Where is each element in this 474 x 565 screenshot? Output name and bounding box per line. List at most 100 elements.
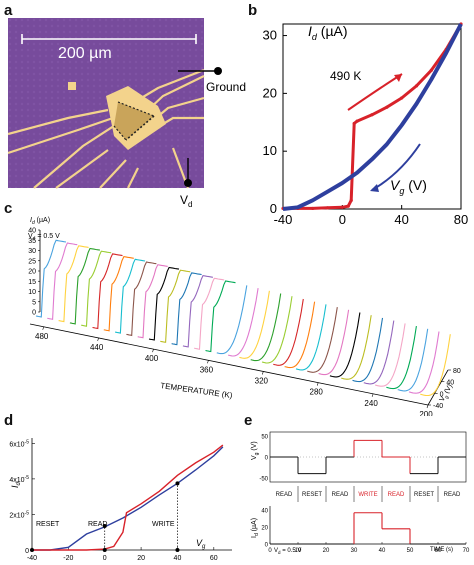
c-y-tick-label: 0 — [32, 310, 36, 317]
c-t-tick — [371, 393, 374, 397]
d-y-tick-label: 4x10-5 — [9, 475, 29, 484]
e-x-tick-label: 0 — [268, 548, 272, 554]
d-series-line-0 — [32, 446, 224, 551]
c-curve — [205, 280, 236, 353]
c-curve — [374, 323, 406, 387]
e-segment-label: READ — [332, 492, 349, 498]
c-curve — [318, 309, 350, 376]
e-x-tick-label: 70 — [463, 548, 470, 554]
b-series-point — [349, 198, 353, 202]
c-y-tick-label: 20 — [28, 269, 36, 276]
e-x-tick-label: 10 — [295, 548, 302, 554]
b-y-tick-label: 10 — [263, 143, 277, 158]
c-curve — [81, 250, 112, 327]
c-curve — [92, 253, 123, 330]
e-x-tick-label: 50 — [407, 548, 414, 554]
c-z-tick-label: -40 — [433, 403, 443, 410]
c-t-tick-label: 440 — [90, 343, 104, 352]
b-series-point — [325, 206, 330, 210]
c-z-tick-label: 40 — [446, 380, 454, 387]
b-y-tick-label: 20 — [263, 85, 277, 100]
b-y-tick-label: 0 — [270, 201, 277, 216]
e-x-label: TIME (s) — [430, 547, 453, 553]
b-series-line-0 — [283, 23, 463, 210]
c-annotation: Vd = 0.5 V — [28, 233, 60, 242]
b-series-point — [414, 84, 419, 88]
b-annotation: 490 K — [330, 69, 361, 83]
e-segment-label: RESET — [414, 492, 434, 498]
e-segment-label: READ — [444, 492, 461, 498]
vd-terminal — [184, 179, 192, 187]
b-series-point — [340, 205, 344, 209]
c-y-tick-label: 35 — [28, 238, 36, 245]
e-annotation: Vd = 0.5 V — [274, 548, 301, 555]
c-curve — [261, 296, 293, 364]
b-series-point — [311, 206, 315, 211]
b-x-tick-label: -40 — [274, 212, 293, 227]
b-series-point — [355, 119, 359, 123]
panel-label-d: d — [4, 412, 14, 429]
c-curve — [58, 245, 89, 323]
d-marker — [30, 548, 34, 552]
d-y-tick-exp: -5 — [25, 510, 30, 516]
panel-label-c: c — [4, 200, 13, 217]
c-curve — [35, 239, 67, 318]
c-curve — [160, 269, 191, 343]
b-x-tick-label: 0 — [339, 212, 346, 227]
c-curve — [250, 293, 282, 362]
c-t-tick — [207, 360, 209, 364]
d-x-tick-label: -20 — [63, 555, 73, 562]
scale-bar-label: 200 µm — [58, 45, 112, 62]
c-curve — [47, 242, 78, 320]
c-y-label: Id (µA) — [30, 217, 50, 226]
e-bottom-y-tick-label: 0 — [265, 543, 269, 549]
c-curve — [284, 301, 316, 369]
e-segment-label: RESET — [302, 492, 322, 498]
e-segment-label: WRITE — [358, 492, 377, 498]
c-t-tick — [97, 337, 99, 342]
d-marker — [175, 548, 180, 552]
c-y-tick-label: 5 — [32, 299, 36, 306]
c-t-tick-label: 320 — [255, 376, 269, 385]
e-segment-label: READ — [388, 492, 405, 498]
b-y-label: Id (µA) — [308, 23, 348, 42]
d-series-line-1 — [32, 444, 224, 551]
c-curve — [103, 255, 134, 332]
e-bottom-y-tick-label: 20 — [261, 526, 268, 532]
c-curve — [307, 307, 338, 373]
b-series-line-1 — [282, 23, 463, 211]
c-curve — [386, 326, 417, 390]
d-reset-label: RESET — [36, 521, 60, 528]
d-x-tick-label: 60 — [210, 555, 218, 562]
c-curve — [397, 328, 429, 392]
c-t-tick-label: 360 — [200, 365, 214, 374]
c-curve — [194, 277, 225, 350]
b-x-label: Vg (V) — [390, 177, 427, 196]
e-top-frame — [269, 431, 467, 483]
c-curve — [363, 320, 395, 385]
c-t-tick — [426, 404, 429, 409]
c-curve — [148, 266, 180, 341]
c-y-tick-label: 40 — [28, 228, 36, 235]
c-curve — [69, 247, 100, 325]
c-curve — [126, 261, 157, 337]
b-series-point — [370, 113, 374, 117]
ground-terminal — [214, 67, 222, 75]
c-t-tick-label: 280 — [310, 388, 324, 397]
c-y-tick-label: 15 — [28, 279, 36, 286]
c-curve — [273, 298, 304, 366]
e-x-tick-label: 20 — [323, 548, 330, 554]
c-curve — [182, 274, 214, 348]
b-series-point — [429, 68, 433, 72]
d-y-tick-label: 2x10-5 — [9, 510, 29, 519]
c-t-tick — [262, 371, 264, 375]
c-curve — [295, 304, 327, 371]
e-bottom-y-label: Id (µA) — [251, 518, 260, 538]
c-t-tick — [316, 382, 319, 386]
d-marker — [175, 481, 180, 486]
d-y-tick-label: 0 — [25, 548, 29, 555]
d-marker — [102, 524, 107, 528]
e-top-y-tick-label: 50 — [261, 435, 268, 441]
c-z-tick-label: 0 — [440, 391, 444, 398]
c-y-tick-label: 10 — [28, 289, 36, 296]
